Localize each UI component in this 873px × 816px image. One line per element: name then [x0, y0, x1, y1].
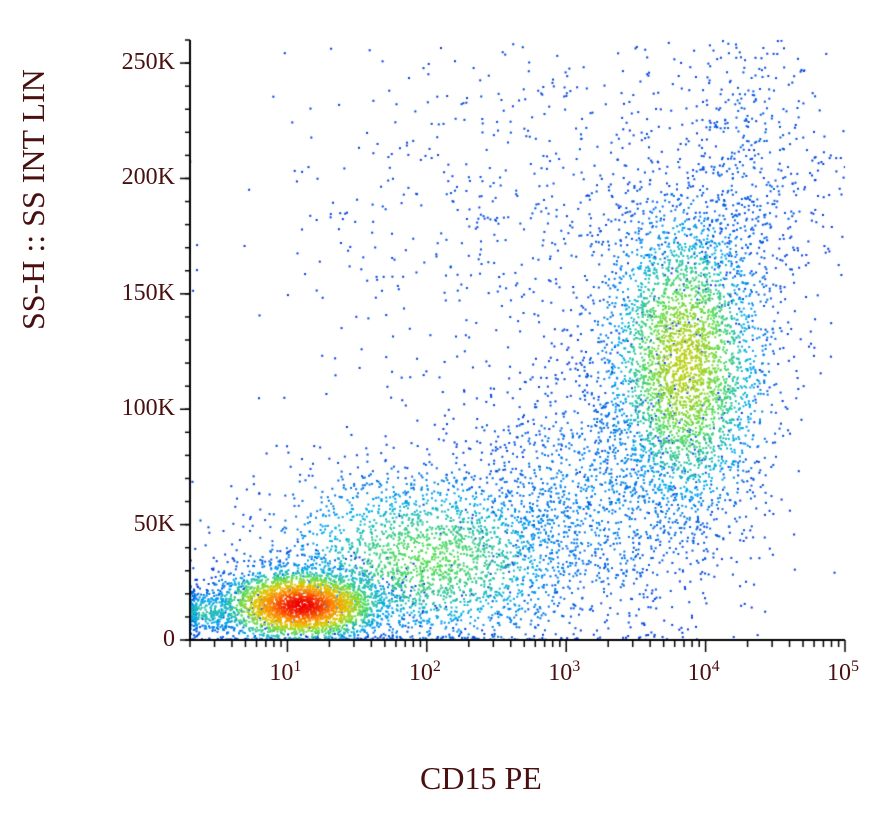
y-tick-label: 250K [122, 49, 175, 76]
flow-cytometry-plot: SS-H :: SS INT LIN CD15 PE 0 50K 100K 150K 2… [0, 0, 873, 816]
x-tick-label: 103 [548, 658, 580, 687]
y-tick-label: 0 [163, 626, 175, 653]
x-tick-label: 101 [269, 658, 301, 687]
y-tick-label: 150K [122, 280, 175, 307]
x-tick-label: 102 [409, 658, 441, 687]
y-tick-label: 100K [122, 395, 175, 422]
y-axis-label: SS-H :: SS INT LIN [15, 69, 52, 330]
x-axis-label: CD15 PE [420, 760, 542, 797]
y-tick-label: 50K [134, 511, 175, 538]
x-tick-label: 104 [688, 658, 720, 687]
x-tick-label: 105 [827, 658, 859, 687]
y-tick-label: 200K [122, 164, 175, 191]
